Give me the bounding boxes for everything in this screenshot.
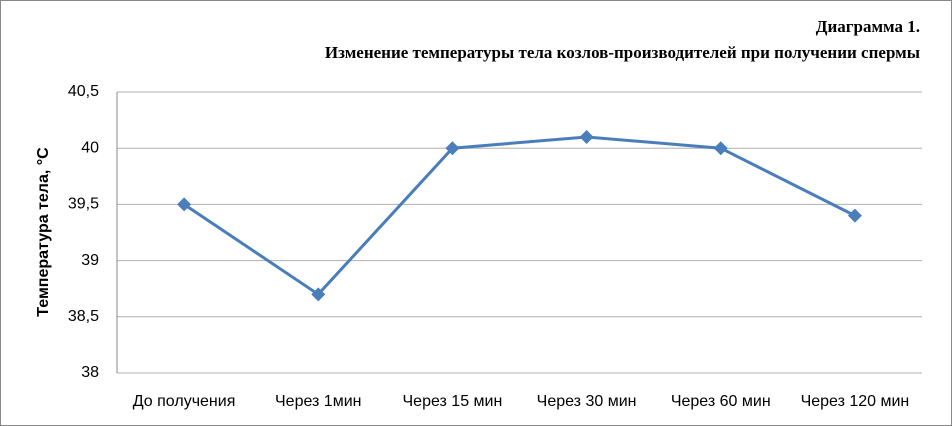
y-tick-label: 38,5 xyxy=(68,308,99,325)
x-tick-label: Через 1мин xyxy=(275,393,361,410)
y-axis-label: Температура тела, °С xyxy=(35,147,52,317)
marker xyxy=(177,197,192,212)
line xyxy=(183,135,856,297)
y-tick-label: 40 xyxy=(81,139,99,156)
marker xyxy=(579,129,594,144)
x-tick-label: До получения xyxy=(133,393,236,410)
y-tick-label: 39,5 xyxy=(68,196,99,213)
chart-subtitle: Изменение температуры тела козлов-произв… xyxy=(325,43,920,62)
marker xyxy=(713,141,728,156)
x-tick-label: Через 120 мин xyxy=(801,393,910,410)
x-tick-label: Через 30 мин xyxy=(537,393,637,410)
marker xyxy=(311,287,326,302)
marker xyxy=(445,141,460,156)
y-tick-label: 38 xyxy=(81,364,99,381)
y-tick-label: 39 xyxy=(81,252,99,269)
x-tick-label: Через 15 мин xyxy=(403,393,503,410)
y-tick-label: 40,5 xyxy=(68,83,99,100)
chart-title: Диаграмма 1. xyxy=(816,17,920,36)
x-tick-label: Через 60 мин xyxy=(671,393,771,410)
marker xyxy=(847,208,862,223)
